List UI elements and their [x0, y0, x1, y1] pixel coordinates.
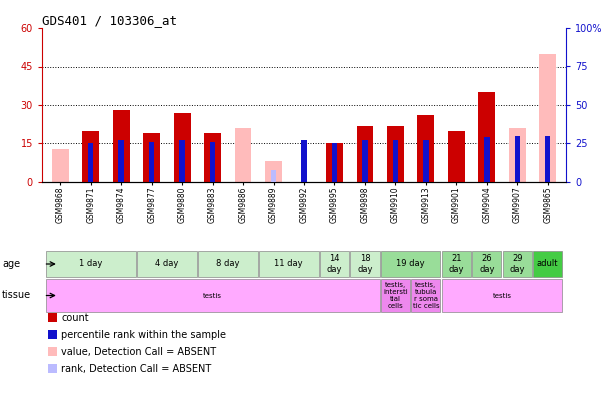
- Bar: [411, 280, 441, 312]
- Bar: [442, 280, 563, 312]
- Bar: [533, 251, 563, 277]
- Bar: [52, 148, 69, 182]
- Bar: [472, 251, 501, 277]
- Text: 26
day: 26 day: [479, 254, 495, 274]
- Text: 4 day: 4 day: [155, 259, 178, 268]
- Bar: [442, 251, 471, 277]
- Text: rank, Detection Call = ABSENT: rank, Detection Call = ABSENT: [61, 364, 212, 374]
- Text: 19 day: 19 day: [396, 259, 425, 268]
- Bar: [478, 92, 495, 182]
- Bar: [46, 280, 380, 312]
- Bar: [448, 131, 465, 182]
- Bar: [137, 251, 197, 277]
- Bar: [514, 136, 520, 182]
- Bar: [350, 251, 380, 277]
- Bar: [118, 141, 124, 182]
- Text: percentile rank within the sample: percentile rank within the sample: [61, 330, 226, 340]
- Bar: [82, 131, 99, 182]
- Text: 8 day: 8 day: [216, 259, 240, 268]
- Text: 1 day: 1 day: [79, 259, 102, 268]
- Bar: [392, 141, 398, 182]
- Bar: [326, 143, 343, 182]
- Text: testis,
tubula
r soma
tic cells: testis, tubula r soma tic cells: [412, 282, 439, 309]
- Bar: [362, 141, 368, 182]
- Bar: [356, 126, 373, 182]
- Text: testis,
intersti
tial
cells: testis, intersti tial cells: [383, 282, 407, 309]
- Text: 21
day: 21 day: [448, 254, 464, 274]
- Bar: [381, 280, 410, 312]
- Bar: [271, 169, 276, 182]
- Bar: [423, 141, 429, 182]
- Bar: [502, 251, 532, 277]
- Bar: [539, 54, 556, 182]
- Bar: [301, 141, 307, 182]
- Bar: [259, 251, 319, 277]
- Text: 29
day: 29 day: [510, 254, 525, 274]
- Text: GDS401 / 103306_at: GDS401 / 103306_at: [42, 14, 177, 27]
- Bar: [210, 142, 215, 182]
- Bar: [320, 251, 349, 277]
- Bar: [418, 115, 435, 182]
- Text: 11 day: 11 day: [275, 259, 303, 268]
- Bar: [545, 136, 551, 182]
- Bar: [332, 143, 337, 182]
- Text: 18
day: 18 day: [357, 254, 373, 274]
- Text: count: count: [61, 313, 88, 323]
- Bar: [204, 133, 221, 182]
- Bar: [387, 126, 404, 182]
- Text: age: age: [2, 259, 20, 269]
- Bar: [88, 143, 94, 182]
- Bar: [265, 162, 282, 182]
- Bar: [149, 142, 154, 182]
- Bar: [198, 251, 258, 277]
- Text: 14
day: 14 day: [327, 254, 342, 274]
- Bar: [46, 251, 136, 277]
- Bar: [179, 141, 185, 182]
- Bar: [113, 110, 130, 182]
- Bar: [545, 136, 551, 182]
- Text: testis: testis: [203, 293, 222, 299]
- Text: tissue: tissue: [2, 291, 31, 301]
- Bar: [509, 128, 526, 182]
- Bar: [484, 137, 490, 182]
- Text: testis: testis: [493, 293, 511, 299]
- Bar: [174, 113, 191, 182]
- Bar: [143, 133, 160, 182]
- Text: adult: adult: [537, 259, 558, 268]
- Bar: [381, 251, 441, 277]
- Text: value, Detection Call = ABSENT: value, Detection Call = ABSENT: [61, 347, 216, 357]
- Bar: [235, 128, 251, 182]
